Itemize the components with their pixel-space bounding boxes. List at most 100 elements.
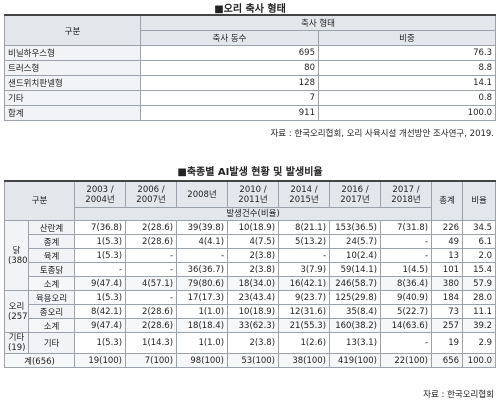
group-label: 기타 (19) <box>4 332 29 354</box>
value-cell: - <box>278 248 331 263</box>
value-cell: 2(3.8) <box>227 332 280 354</box>
table-body: 비닐하우스형 695 76.3 트러스형 80 8.8 샌드위치판넬형 128 14.1 기타 7 0… <box>4 45 496 121</box>
table-row: 합계 911 100.0 <box>4 105 496 121</box>
group-count: (380) <box>8 255 28 266</box>
value-cell: 14(63.6) <box>380 318 433 333</box>
value-cell: 34.5 <box>462 220 496 235</box>
header-cell: 축사 형태 <box>140 14 496 31</box>
value-cell: 4(4.1) <box>176 234 229 249</box>
value-cell: 38(100) <box>278 353 331 368</box>
value-cell: 380 <box>431 276 464 291</box>
value-cell: 12(31.6) <box>278 304 331 319</box>
value-cell: 695 <box>140 45 319 61</box>
row-label: 종오리 <box>27 304 76 319</box>
header-cell: 비율 <box>462 180 496 221</box>
value-cell: 4(7.5) <box>227 234 280 249</box>
table-row: 닭(380)산란계7(36.8)2(28.6)39(39.8)10(18.9)8… <box>4 220 496 291</box>
table-row: 종오리 8(42.1) 2(28.6) 1(1.0) 10(18.9) 12(31.6) 3… <box>5 304 496 319</box>
header-row: 구분 2003 / 2004년 2006 / 2007년 2008년 2010 / 2… <box>3 180 496 221</box>
value-cell: 15.4 <box>462 262 496 277</box>
group-count: (19) <box>8 343 26 353</box>
value-cell: 19(100) <box>74 353 127 368</box>
value-cell: 8(42.1) <box>74 304 127 319</box>
value-cell: 2(3.8) <box>227 248 280 263</box>
value-cell: 9(23.7) <box>278 290 331 305</box>
group-name: 닭 <box>12 245 21 256</box>
value-cell: 8(36.4) <box>380 276 433 291</box>
value-cell: - <box>125 262 178 277</box>
value-cell: 49 <box>431 234 464 249</box>
value-cell: 101 <box>431 262 464 277</box>
table-row: 기타 7 0.8 <box>4 90 496 106</box>
table-title: ■오리 축사 형태 <box>214 4 286 15</box>
row-label: 육용오리 <box>27 290 76 305</box>
value-cell: 911 <box>140 105 319 121</box>
value-cell: 73 <box>431 304 464 319</box>
header-cell: 2017 / 2018년 <box>380 180 433 208</box>
value-cell: 35(8.4) <box>329 304 382 319</box>
value-cell: 9(47.4) <box>74 276 127 291</box>
value-cell: 1(5.3) <box>74 332 127 354</box>
total-row: 계(656) 19(100) 7(100) 98(100) 53(100) 38(100)… <box>3 353 496 368</box>
value-cell: 10(2.4) <box>329 248 382 263</box>
header-cell: 구분 <box>3 180 76 221</box>
value-cell: 9(40.9) <box>380 290 433 305</box>
value-cell: 8.8 <box>318 60 496 76</box>
value-cell: 257 <box>431 318 464 333</box>
row-label: 트러스형 <box>4 60 141 76</box>
value-cell: 21(55.3) <box>278 318 331 333</box>
value-cell: 1(5.3) <box>74 290 127 305</box>
value-cell: 18(18.4) <box>176 318 229 333</box>
value-cell: 2(3.8) <box>227 262 280 277</box>
table-row: 소계 9(47.4) 2(28.6) 18(18.4) 33(62.3) 21(55.3)… <box>5 318 496 333</box>
value-cell: 2.9 <box>462 332 496 354</box>
value-cell: - <box>176 248 229 263</box>
group-name: 기타 <box>8 333 25 344</box>
value-cell: 7 <box>140 90 319 106</box>
group-name: 오리 <box>8 301 25 312</box>
value-cell: 13(3.1) <box>329 332 382 354</box>
value-cell: 7(100) <box>125 353 178 368</box>
value-cell: - <box>380 332 433 354</box>
value-cell: 128 <box>140 75 319 91</box>
value-cell: 246(58.7) <box>329 276 382 291</box>
value-cell: 1(1.0) <box>176 332 229 354</box>
value-cell: 13 <box>431 248 464 263</box>
value-cell: 24(5.7) <box>329 234 382 249</box>
value-cell: - <box>125 248 178 263</box>
header-cell: 2014 / 2015년 <box>278 180 331 208</box>
row-label: 종계 <box>27 234 76 249</box>
value-cell: 16(42.1) <box>278 276 331 291</box>
header-cell: 2016 / 2017년 <box>329 180 382 208</box>
header-cell: 비중 <box>318 30 496 46</box>
value-cell: - <box>380 234 433 249</box>
row-label: 샌드위치판넬형 <box>4 75 141 91</box>
value-cell: 656 <box>431 353 464 368</box>
value-cell: 1(1.0) <box>176 304 229 319</box>
header-cell: 총계 <box>431 180 464 221</box>
table-row: 기타 (19) 기타 1(5.3) 1(14.3) 1(1.0) 2(3.8) 1(2.6) 1… <box>4 332 496 354</box>
source-note: 자료 : 한국오리협회, 오리 사육시설 개선방안 조사연구, 2019. <box>270 129 494 139</box>
value-cell: 5(13.2) <box>278 234 331 249</box>
value-cell: 19 <box>431 332 464 354</box>
row-label: 육계 <box>27 248 76 263</box>
value-cell: 59(14.1) <box>329 262 382 277</box>
value-cell: 7(31.8) <box>380 220 433 235</box>
table-row: 육계 1(5.3) - -2(3.8) -10(2.4) -13 2.0 <box>5 248 496 263</box>
table-row: 샌드위치판넬형 128 14.1 <box>4 75 496 91</box>
value-cell: 39.2 <box>462 318 496 333</box>
value-cell: 8(21.1) <box>278 220 331 235</box>
table-row: 소계 9(47.4) 4(57.1) 79(80.6) 18(34.0) 16(42.1)… <box>5 276 496 291</box>
value-cell: 6.1 <box>462 234 496 249</box>
value-cell: 1(14.3) <box>125 332 178 354</box>
value-cell: 79(80.6) <box>176 276 229 291</box>
value-cell: 2(28.6) <box>125 220 178 235</box>
group-count: (257) <box>8 311 28 322</box>
table-row: 토종닭 - -36(36.7) 2(3.8) 3(7.9) 59(14.1) 1(4.5) 1… <box>5 262 496 277</box>
value-cell: 80 <box>140 60 319 76</box>
value-cell: 28.0 <box>462 290 496 305</box>
value-cell: 11.1 <box>462 304 496 319</box>
value-cell: 1(5.3) <box>74 234 127 249</box>
value-cell: 18(34.0) <box>227 276 280 291</box>
value-cell: - <box>125 290 178 305</box>
